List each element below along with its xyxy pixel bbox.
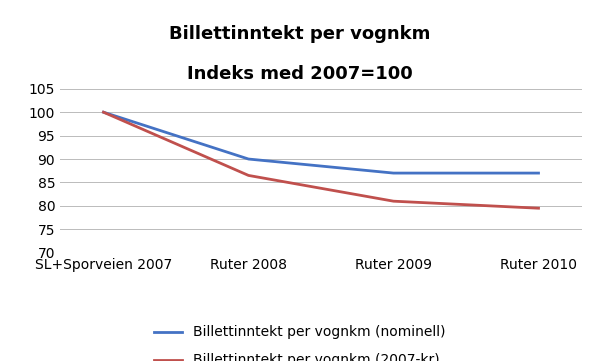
- Text: Indeks med 2007=100: Indeks med 2007=100: [187, 65, 413, 83]
- Legend: Billettinntekt per vognkm (nominell), Billettinntekt per vognkm (2007-kr): Billettinntekt per vognkm (nominell), Bi…: [154, 326, 446, 361]
- Text: Billettinntekt per vognkm: Billettinntekt per vognkm: [169, 25, 431, 43]
